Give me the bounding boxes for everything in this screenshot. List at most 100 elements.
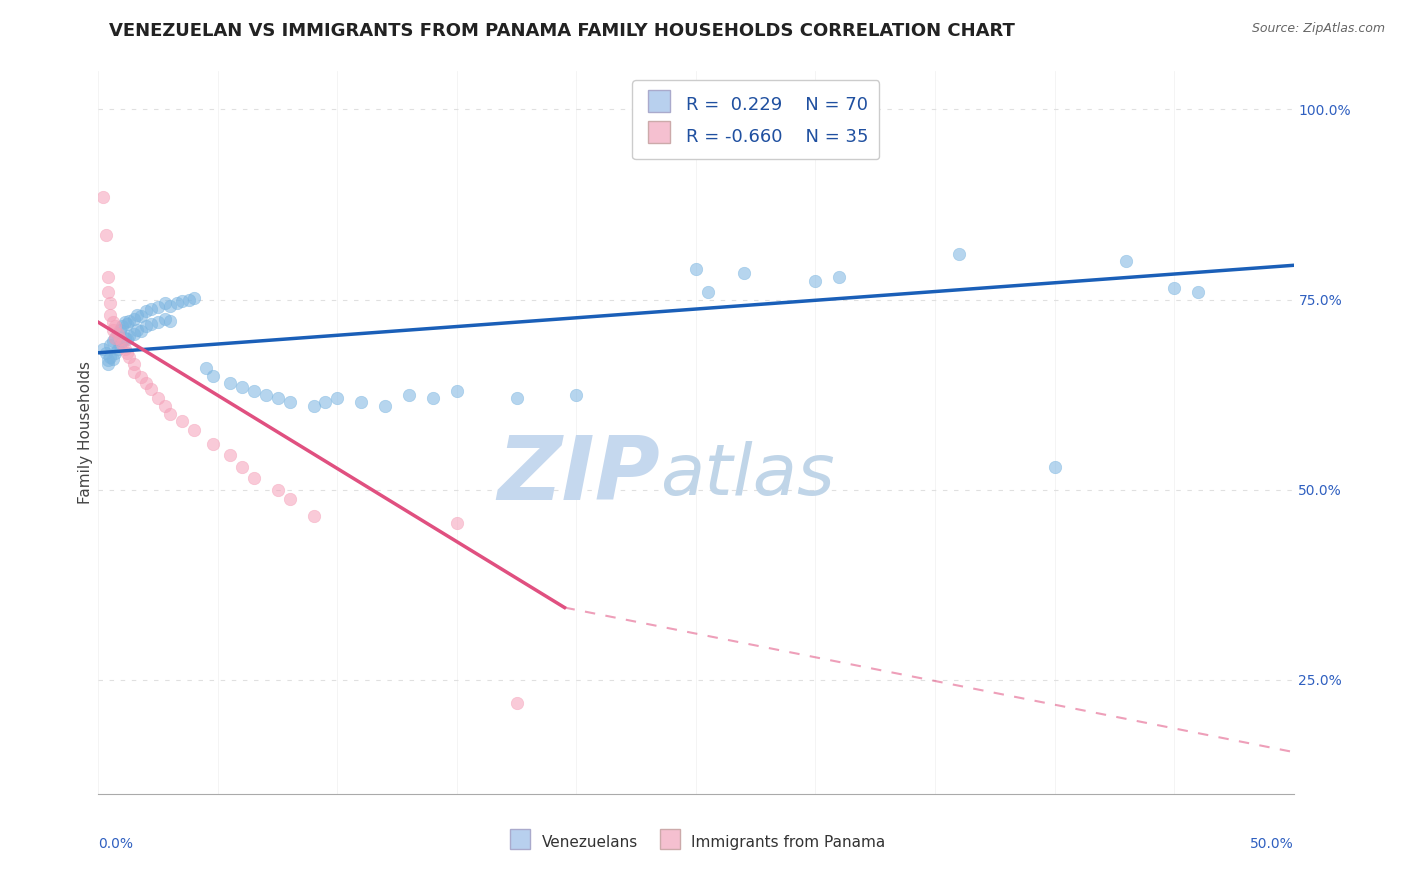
Point <box>114 315 136 329</box>
Point <box>179 293 201 307</box>
Point <box>111 334 134 349</box>
Point <box>115 332 138 346</box>
Point <box>148 315 170 329</box>
Point <box>155 399 177 413</box>
Point <box>565 387 588 401</box>
Point <box>422 392 444 406</box>
Point <box>111 336 134 351</box>
Point <box>94 345 117 359</box>
Point <box>98 308 122 322</box>
Point <box>172 414 194 428</box>
Point <box>506 696 529 710</box>
Point <box>183 423 205 437</box>
Point <box>124 365 146 379</box>
Point <box>131 310 153 324</box>
Point <box>139 382 162 396</box>
Point <box>118 329 141 343</box>
Point <box>828 269 851 284</box>
Point <box>101 323 124 337</box>
Point <box>118 350 141 364</box>
Point <box>254 387 277 401</box>
Point <box>243 384 266 398</box>
Point <box>1115 254 1137 268</box>
Legend: Venezuelans, Immigrants from Panama: Venezuelans, Immigrants from Panama <box>501 824 891 858</box>
Point <box>139 301 162 316</box>
Point <box>172 293 194 308</box>
Point <box>446 516 468 530</box>
Point <box>1043 459 1066 474</box>
Point <box>1187 285 1209 299</box>
Point <box>267 392 290 406</box>
Point <box>107 342 129 356</box>
Point <box>326 392 349 406</box>
Text: Source: ZipAtlas.com: Source: ZipAtlas.com <box>1251 22 1385 36</box>
Point <box>124 326 146 341</box>
Point <box>131 325 153 339</box>
Point <box>446 384 468 398</box>
Point <box>107 326 129 341</box>
Point <box>125 308 148 322</box>
Point <box>350 395 373 409</box>
Point <box>108 323 131 337</box>
Point <box>733 266 755 280</box>
Point <box>302 509 325 524</box>
Point <box>685 262 707 277</box>
Point <box>166 296 188 310</box>
Point <box>107 326 129 341</box>
Point <box>94 227 117 242</box>
Point <box>159 299 181 313</box>
Point <box>219 449 242 463</box>
Point <box>159 314 181 328</box>
Point <box>506 392 529 406</box>
Point <box>118 314 141 328</box>
Point <box>159 407 181 421</box>
Point <box>91 190 114 204</box>
Text: atlas: atlas <box>661 442 835 510</box>
Point <box>97 353 120 368</box>
Point <box>231 459 253 474</box>
Point <box>104 345 127 359</box>
Point <box>183 291 205 305</box>
Point <box>804 273 827 287</box>
Point <box>195 361 218 376</box>
Point <box>278 491 301 506</box>
Point <box>278 395 301 409</box>
Point <box>697 285 720 299</box>
Point <box>155 311 177 326</box>
Point <box>98 338 122 352</box>
Point <box>315 395 337 409</box>
Point <box>104 330 127 344</box>
Point <box>97 285 120 299</box>
Point <box>115 345 138 359</box>
Point <box>98 350 122 364</box>
Point <box>302 399 325 413</box>
Point <box>101 334 124 349</box>
Point <box>155 296 177 310</box>
Text: VENEZUELAN VS IMMIGRANTS FROM PANAMA FAMILY HOUSEHOLDS CORRELATION CHART: VENEZUELAN VS IMMIGRANTS FROM PANAMA FAM… <box>110 22 1015 40</box>
Point <box>148 392 170 406</box>
Point <box>131 370 153 384</box>
Point <box>97 269 120 284</box>
Point <box>202 368 225 383</box>
Point <box>202 437 225 451</box>
Point <box>111 319 134 334</box>
Point <box>124 311 146 326</box>
Point <box>104 319 127 334</box>
Point <box>101 351 124 366</box>
Point <box>108 338 131 352</box>
Point <box>125 323 148 337</box>
Point <box>114 330 136 344</box>
Point <box>135 376 157 391</box>
Point <box>267 483 290 497</box>
Point <box>101 315 124 329</box>
Point <box>91 342 114 356</box>
Point <box>135 319 157 334</box>
Point <box>114 342 136 356</box>
Y-axis label: Family Households: Family Households <box>77 361 93 504</box>
Point <box>243 471 266 485</box>
Point <box>1163 281 1185 295</box>
Point <box>104 330 127 344</box>
Point <box>139 317 162 331</box>
Point <box>948 247 970 261</box>
Point <box>108 332 131 346</box>
